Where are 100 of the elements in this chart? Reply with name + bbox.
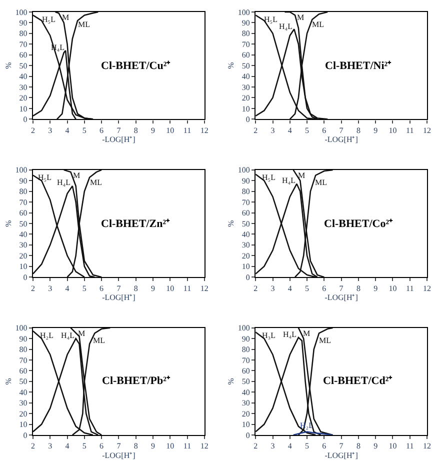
x-tick-label: 7 bbox=[339, 284, 344, 293]
series-label: H₄L bbox=[61, 331, 75, 340]
y-tick-label: 100 bbox=[15, 166, 28, 175]
x-tick-label: 6 bbox=[322, 442, 326, 451]
y-tick-label: 10 bbox=[19, 262, 28, 272]
y-tick-label: 10 bbox=[242, 420, 250, 430]
x-tick-label: 6 bbox=[100, 284, 104, 293]
y-tick-label: 0 bbox=[246, 114, 250, 124]
y-tick-label: 100 bbox=[238, 8, 250, 17]
y-tick-label: 60 bbox=[19, 50, 28, 60]
y-tick-label: 30 bbox=[19, 240, 28, 250]
x-tick-label: 3 bbox=[270, 126, 275, 135]
series-label: ML bbox=[90, 178, 102, 187]
x-tick-label: 7 bbox=[339, 126, 344, 135]
x-tick-label: 7 bbox=[116, 284, 121, 293]
y-axis-title: % bbox=[226, 220, 236, 227]
x-axis-title: -LOG[H⁺] bbox=[102, 292, 136, 302]
y-tick-label: 80 bbox=[242, 187, 250, 196]
y-tick-label: 50 bbox=[242, 61, 250, 70]
y-tick-label: 60 bbox=[242, 208, 250, 218]
x-tick-label: 8 bbox=[134, 442, 138, 451]
y-tick-label: 100 bbox=[238, 324, 250, 333]
y-tick-label: 80 bbox=[242, 345, 250, 354]
y-tick-label: 40 bbox=[19, 230, 28, 240]
x-tick-label: 2 bbox=[254, 442, 258, 451]
series-label: ML bbox=[319, 336, 332, 345]
x-tick-label: 7 bbox=[339, 442, 344, 451]
y-tick-label: 90 bbox=[19, 18, 28, 28]
y-tick-label: 20 bbox=[19, 409, 28, 418]
x-axis-title: -LOG[H⁺] bbox=[102, 134, 136, 144]
y-tick-label: 20 bbox=[242, 94, 250, 103]
x-tick-label: 11 bbox=[183, 284, 192, 293]
x-tick-label: 3 bbox=[48, 284, 52, 293]
y-tick-label: 0 bbox=[246, 272, 250, 282]
x-tick-label: 2 bbox=[254, 284, 258, 293]
text: Cl-BHET/Cu²⁺ bbox=[101, 60, 171, 72]
x-tick-label: 9 bbox=[374, 284, 378, 293]
x-axis-title: -LOG[H⁺] bbox=[324, 134, 358, 144]
y-tick-label: 50 bbox=[19, 219, 28, 228]
x-tick-label: 10 bbox=[166, 126, 174, 135]
x-tick-label: 9 bbox=[150, 442, 155, 451]
x-tick-label: 4 bbox=[65, 442, 70, 451]
x-tick-label: 2 bbox=[31, 284, 35, 293]
text: Cl-BHET/Cd²⁺ bbox=[323, 375, 393, 387]
y-tick-label: 60 bbox=[19, 366, 28, 376]
series-label: H₄L bbox=[283, 330, 297, 339]
series-label: H₅L bbox=[38, 173, 52, 182]
y-tick-label: 70 bbox=[242, 356, 250, 365]
y-tick-label: 80 bbox=[19, 29, 28, 38]
y-tick-label: 70 bbox=[19, 40, 28, 49]
x-tick-label: 6 bbox=[100, 126, 104, 135]
y-tick-label: 10 bbox=[242, 104, 250, 114]
x-tick-label: 5 bbox=[305, 442, 310, 451]
x-tick-label: 11 bbox=[406, 442, 414, 451]
y-tick-label: 10 bbox=[19, 420, 28, 430]
series-label: H₄L bbox=[282, 176, 296, 185]
x-tick-label: 3 bbox=[48, 126, 52, 135]
x-tick-label: 3 bbox=[270, 284, 275, 293]
x-tick-label: 12 bbox=[423, 442, 431, 451]
y-axis-title: % bbox=[226, 62, 236, 69]
y-tick-label: 90 bbox=[242, 176, 250, 186]
y-tick-label: 60 bbox=[242, 50, 250, 60]
y-axis-title: % bbox=[4, 378, 13, 385]
text: Cl-BHET/Co²⁺ bbox=[324, 218, 394, 230]
x-tick-label: 10 bbox=[388, 284, 397, 293]
x-tick-label: 12 bbox=[423, 126, 431, 135]
y-tick-label: 80 bbox=[19, 345, 28, 354]
y-tick-label: 60 bbox=[19, 208, 28, 218]
x-tick-label: 11 bbox=[406, 126, 414, 135]
series-label: ML bbox=[312, 20, 324, 29]
text: Cl-BHET/Ni²⁺ bbox=[325, 60, 392, 72]
y-tick-label: 40 bbox=[242, 230, 250, 240]
y-axis-title: % bbox=[4, 220, 13, 227]
series-label: ML bbox=[93, 336, 106, 345]
x-tick-label: 6 bbox=[100, 442, 104, 451]
y-axis-title: % bbox=[4, 62, 13, 69]
x-tick-label: 5 bbox=[82, 126, 86, 135]
x-tick-label: 10 bbox=[388, 442, 397, 451]
x-tick-label: 10 bbox=[166, 284, 174, 293]
y-tick-label: 40 bbox=[242, 388, 250, 397]
x-tick-label: 10 bbox=[388, 126, 397, 135]
y-tick-label: 20 bbox=[19, 94, 28, 103]
y-tick-label: 90 bbox=[19, 176, 28, 186]
y-tick-label: 70 bbox=[242, 40, 250, 49]
x-tick-label: 12 bbox=[200, 284, 208, 293]
y-tick-label: 70 bbox=[242, 198, 250, 207]
x-tick-label: 2 bbox=[254, 126, 258, 135]
y-tick-label: 40 bbox=[19, 388, 28, 397]
text: Cl-BHET/Zn²⁺ bbox=[101, 218, 170, 230]
y-tick-label: 100 bbox=[15, 8, 28, 17]
y-tick-label: 50 bbox=[242, 377, 250, 386]
x-tick-label: 8 bbox=[134, 284, 138, 293]
x-tick-label: 4 bbox=[65, 126, 70, 135]
y-tick-label: 30 bbox=[242, 240, 250, 250]
x-tick-label: 11 bbox=[183, 442, 192, 451]
series-label: H₄L bbox=[57, 178, 71, 187]
y-tick-label: 30 bbox=[19, 82, 28, 92]
series-label: M bbox=[303, 329, 310, 338]
series-label: M bbox=[298, 171, 306, 180]
y-tick-label: 10 bbox=[19, 104, 28, 114]
